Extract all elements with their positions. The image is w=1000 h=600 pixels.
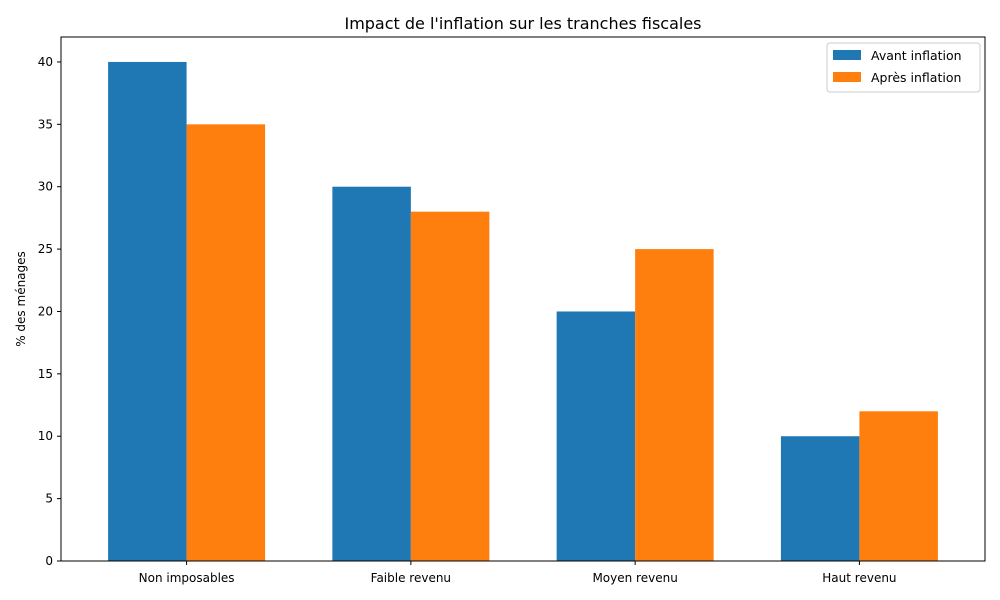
y-tick-label: 25 xyxy=(38,242,53,256)
bar-avant-inflation-haut-revenu xyxy=(780,436,860,561)
legend: Avant inflation Après inflation xyxy=(826,42,981,93)
bar-avant-inflation-faible-revenu xyxy=(332,186,411,561)
legend-label-apres-inflation: Après inflation xyxy=(871,70,961,85)
bar-apres-inflation-moyen-revenu xyxy=(635,249,714,561)
y-tick-label: 30 xyxy=(38,180,53,194)
bar-avant-inflation-moyen-revenu xyxy=(556,311,636,561)
y-tick-label: 5 xyxy=(45,492,53,506)
y-axis-label: % des ménages xyxy=(14,251,28,347)
bars-layer xyxy=(108,61,938,561)
legend-box xyxy=(826,42,981,93)
x-tick-label-moyen-revenu: Moyen revenu xyxy=(592,571,677,585)
chart-title: Impact de l'inflation sur les tranches f… xyxy=(344,14,701,33)
x-tick-label-faible-revenu: Faible revenu xyxy=(371,571,451,585)
plot-frame xyxy=(60,36,986,562)
bar-apres-inflation-faible-revenu xyxy=(410,211,490,561)
x-tick-label-non-imposables: Non imposables xyxy=(139,571,235,585)
legend-label-avant-inflation: Avant inflation xyxy=(871,48,962,63)
y-tick-label: 20 xyxy=(38,304,53,318)
y-tick-label: 40 xyxy=(38,55,53,69)
legend-swatch-apres-inflation xyxy=(833,72,861,82)
bar-apres-inflation-haut-revenu xyxy=(859,411,938,561)
y-tick-label: 35 xyxy=(38,117,53,131)
ticks-layer: 0 5 10 15 20 25 30 35 40 Non imposables Faible rev… xyxy=(38,55,897,585)
bar-apres-inflation-non-imposables xyxy=(186,124,266,561)
y-tick-label: 0 xyxy=(45,554,53,568)
legend-swatch-avant-inflation xyxy=(833,50,861,60)
y-tick-label: 10 xyxy=(38,429,53,443)
bar-avant-inflation-non-imposables xyxy=(108,61,187,561)
y-tick-label: 15 xyxy=(38,367,53,381)
x-tick-label-haut-revenu: Haut revenu xyxy=(822,571,896,585)
